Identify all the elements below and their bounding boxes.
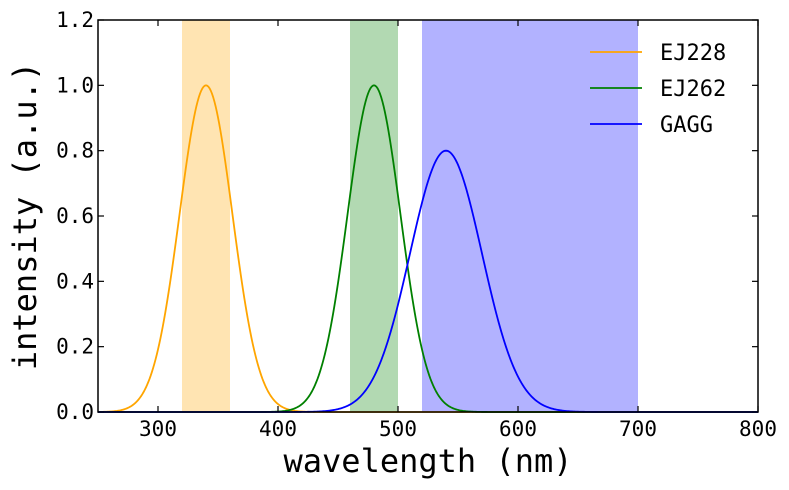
EJ262-band <box>350 20 398 412</box>
y-tick-label: 0.8 <box>56 139 94 163</box>
legend-label-ej228: EJ228 <box>660 41 726 66</box>
x-tick-label: 300 <box>139 417 177 441</box>
legend-label-ej262: EJ262 <box>660 77 726 102</box>
x-tick-label: 800 <box>739 417 777 441</box>
y-tick-label: 0.6 <box>56 204 94 228</box>
y-tick-label: 1.2 <box>56 8 94 32</box>
y-tick-label: 0.2 <box>56 335 94 359</box>
x-tick-label: 700 <box>619 417 657 441</box>
y-tick-label: 0.0 <box>56 400 94 424</box>
y-tick-label: 0.4 <box>56 269 94 293</box>
y-axis-ticks: 0.0 0.2 0.4 0.6 0.8 1.0 1.2 <box>56 8 758 424</box>
y-axis-label: intensity (a.u.) <box>6 62 44 370</box>
y-tick-label: 1.0 <box>56 73 94 97</box>
GAGG-band <box>422 20 638 412</box>
x-tick-label: 400 <box>259 417 297 441</box>
x-tick-label: 600 <box>499 417 537 441</box>
EJ228-band <box>182 20 230 412</box>
x-axis-label: wavelength (nm) <box>284 442 573 480</box>
x-axis-ticks: 300 400 500 600 700 800 <box>139 20 777 441</box>
x-tick-label: 500 <box>379 417 417 441</box>
legend: EJ228 EJ262 GAGG <box>590 41 726 138</box>
highlight-bands <box>182 20 638 412</box>
legend-label-gagg: GAGG <box>660 113 713 138</box>
